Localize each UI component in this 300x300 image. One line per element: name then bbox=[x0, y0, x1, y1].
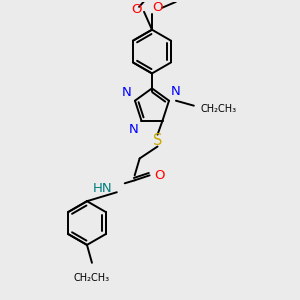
Text: N: N bbox=[171, 85, 181, 98]
Text: O: O bbox=[154, 169, 165, 182]
Text: S: S bbox=[153, 133, 162, 148]
Text: O: O bbox=[153, 1, 163, 14]
Text: O: O bbox=[131, 3, 141, 16]
Text: CH₂CH₃: CH₂CH₃ bbox=[201, 103, 237, 114]
Text: HN: HN bbox=[93, 182, 113, 195]
Text: N: N bbox=[129, 123, 139, 136]
Text: CH₂CH₃: CH₂CH₃ bbox=[74, 273, 110, 283]
Text: N: N bbox=[122, 86, 132, 99]
